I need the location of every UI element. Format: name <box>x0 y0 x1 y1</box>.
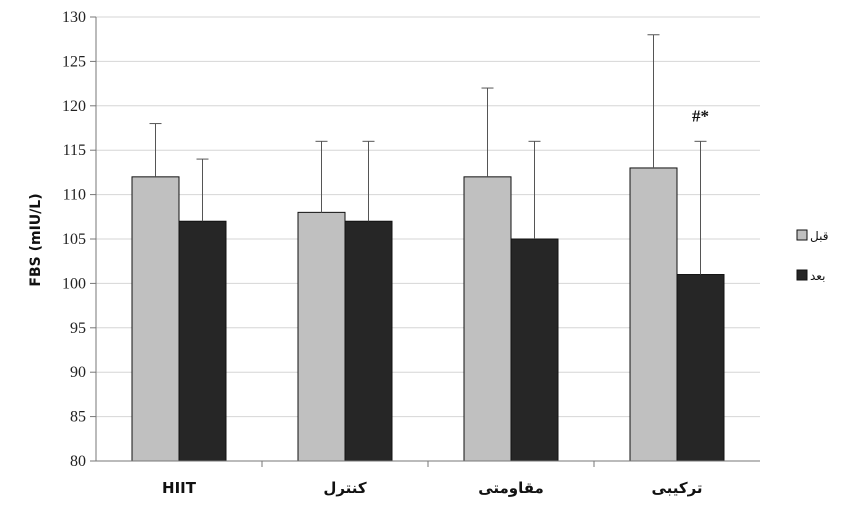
y-tick-label: 120 <box>62 98 86 115</box>
annotations: #* <box>692 106 709 125</box>
bar <box>179 221 226 461</box>
bar <box>677 275 724 461</box>
legend: قبل بعد <box>797 229 828 283</box>
significance-annotation: #* <box>692 106 709 125</box>
y-axis-ticks: 80 85 90 95 100 105 110 115 120 125 130 <box>62 9 96 470</box>
y-tick-label: 100 <box>62 275 86 292</box>
y-tick-label: 115 <box>63 142 86 159</box>
bar <box>511 239 558 461</box>
y-tick-label: 130 <box>62 9 86 26</box>
y-tick-label: 95 <box>70 320 86 337</box>
bar <box>132 177 179 461</box>
y-axis-label: FBS (mIU/L) <box>28 193 44 286</box>
y-tick-label: 90 <box>70 364 86 381</box>
y-tick-label: 80 <box>70 453 86 470</box>
x-category-label: ترکیبی <box>651 479 702 497</box>
legend-label: بعد <box>810 269 825 283</box>
legend-label: قبل <box>810 229 828 243</box>
x-category-label: مقاومتی <box>478 479 544 497</box>
x-axis-categories: HIIT کنترل مقاومتی ترکیبی <box>162 479 703 497</box>
bar <box>345 221 392 461</box>
bar <box>630 168 677 461</box>
legend-swatch <box>797 270 807 280</box>
y-tick-label: 105 <box>62 231 86 248</box>
x-category-label: کنترل <box>323 479 367 497</box>
legend-swatch <box>797 230 807 240</box>
bar <box>298 212 345 461</box>
bar <box>464 177 511 461</box>
y-tick-label: 85 <box>70 409 86 426</box>
x-category-label: HIIT <box>162 479 197 497</box>
y-tick-label: 110 <box>63 187 86 204</box>
y-tick-label: 125 <box>62 53 86 70</box>
